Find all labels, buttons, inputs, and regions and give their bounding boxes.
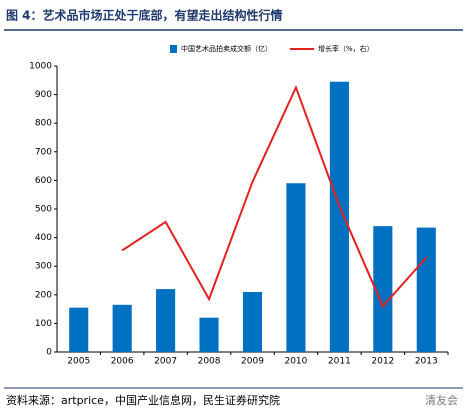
x-tick-label: 2006 bbox=[111, 357, 134, 367]
y-tick-label: 700 bbox=[35, 147, 52, 157]
y-tick-label: 300 bbox=[35, 262, 52, 272]
x-tick-label: 2009 bbox=[241, 357, 264, 367]
y-tick-label: 0 bbox=[46, 348, 52, 358]
legend-swatch bbox=[170, 45, 177, 53]
bar bbox=[242, 291, 263, 352]
bar bbox=[156, 289, 176, 352]
bar bbox=[416, 227, 436, 352]
y-tick-label: 500 bbox=[35, 205, 52, 215]
x-tick-label: 2005 bbox=[67, 357, 90, 367]
x-tick-label: 2007 bbox=[154, 357, 177, 367]
y-tick-label: 800 bbox=[35, 119, 52, 129]
x-tick-label: 2011 bbox=[328, 357, 351, 367]
bar bbox=[199, 317, 219, 352]
y-tick-label: 400 bbox=[35, 233, 52, 243]
legend-label: 增长率（%，右） bbox=[318, 44, 374, 53]
x-tick-label: 2008 bbox=[198, 357, 221, 367]
source: 资料来源：artprice，中国产业信息网，民生证券研究院 bbox=[6, 393, 280, 407]
x-tick-label: 2012 bbox=[371, 357, 394, 367]
x-tick-label: 2010 bbox=[284, 357, 307, 367]
y-tick-label: 200 bbox=[35, 290, 52, 300]
bar bbox=[112, 304, 132, 352]
bar bbox=[69, 307, 89, 352]
y-tick-label: 1000 bbox=[29, 62, 52, 72]
bar bbox=[329, 81, 349, 352]
legend-label: 中国艺术品拍卖成交额（亿） bbox=[181, 44, 272, 53]
y-tick-label: 900 bbox=[35, 90, 52, 100]
bar bbox=[286, 183, 306, 352]
watermark: 清友会 bbox=[425, 393, 458, 407]
chart-title: 图 4：艺术品市场正处于底部，有望走出结构性行情 bbox=[6, 8, 283, 23]
bar bbox=[373, 226, 393, 352]
y-tick-label: 600 bbox=[35, 176, 52, 186]
line bbox=[121, 84, 428, 309]
x-tick-label: 2013 bbox=[415, 357, 438, 367]
y-tick-label: 100 bbox=[35, 319, 52, 329]
